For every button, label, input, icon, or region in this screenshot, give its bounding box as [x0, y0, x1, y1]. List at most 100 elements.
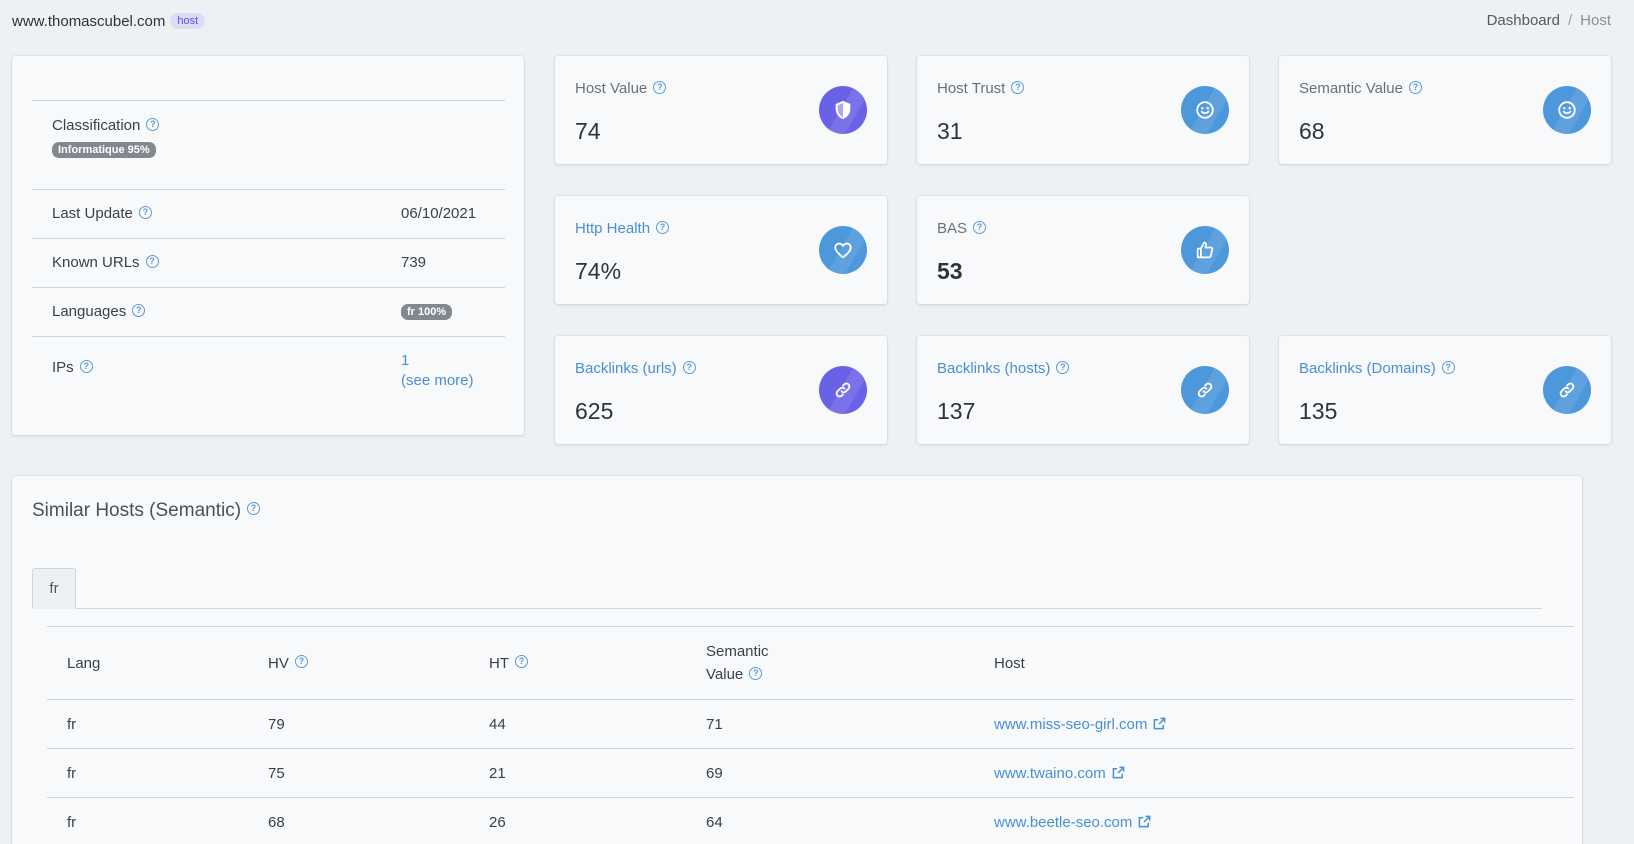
- table-row: fr 79 44 71 www.miss-seo-girl.com: [47, 699, 1574, 749]
- info-row-known-urls: Known URLs? 739: [32, 238, 505, 287]
- cell-hv: 79: [248, 699, 469, 749]
- cell-lang: fr: [47, 699, 248, 749]
- known-urls-label: Known URLs?: [52, 254, 159, 271]
- cell-host: www.twaino.com: [974, 748, 1574, 798]
- page-header: www.thomascubel.com host: [12, 11, 206, 31]
- column-ht: HT?: [469, 626, 686, 700]
- breadcrumb-separator: /: [1567, 12, 1573, 29]
- ips-value: 1 (see more): [401, 351, 474, 391]
- help-icon[interactable]: ?: [973, 220, 987, 234]
- shield-icon: [819, 86, 867, 134]
- host-info-table: Classification? Informatique 95% Last Up…: [32, 100, 505, 396]
- link-icon: [819, 366, 867, 414]
- external-link-icon[interactable]: [1138, 815, 1151, 828]
- host-link[interactable]: www.miss-seo-girl.com: [994, 715, 1148, 733]
- info-row-classification: Classification? Informatique 95%: [32, 100, 505, 189]
- help-icon[interactable]: ?: [79, 359, 93, 373]
- metric-host-value: Host Value? 74: [555, 56, 887, 164]
- metric-label: Host Value?: [575, 80, 667, 97]
- metric-value: 74: [575, 118, 601, 144]
- known-urls-value: 739: [401, 254, 427, 271]
- similar-hosts-card: Similar Hosts (Semantic)? fr Lang HV? HT…: [12, 476, 1582, 844]
- help-icon[interactable]: ?: [1441, 360, 1455, 374]
- help-icon[interactable]: ?: [749, 666, 763, 680]
- help-icon[interactable]: ?: [247, 502, 261, 516]
- metric-label: Host Trust?: [937, 80, 1025, 97]
- metric-host-trust: Host Trust? 31: [917, 56, 1249, 164]
- language-tabs: fr: [32, 568, 1542, 609]
- metric-bas: BAS? 53: [917, 196, 1249, 304]
- help-icon[interactable]: ?: [294, 655, 308, 669]
- metric-label: BAS?: [937, 220, 987, 237]
- table-row: fr 75 21 69 www.twaino.com: [47, 748, 1574, 798]
- help-icon[interactable]: ?: [653, 80, 667, 94]
- metric-label[interactable]: Http Health?: [575, 220, 670, 237]
- column-lang: Lang: [47, 626, 248, 700]
- help-icon[interactable]: ?: [146, 117, 160, 131]
- last-update-value: 06/10/2021: [401, 205, 477, 222]
- similar-hosts-title: Similar Hosts (Semantic)?: [32, 500, 261, 522]
- help-icon[interactable]: ?: [1408, 80, 1422, 94]
- metric-label[interactable]: Backlinks (Domains)?: [1299, 360, 1455, 377]
- metric-label[interactable]: Backlinks (hosts)?: [937, 360, 1070, 377]
- languages-value: fr 100%: [401, 303, 453, 321]
- host-link[interactable]: www.beetle-seo.com: [994, 813, 1133, 831]
- ips-label: IPs?: [52, 359, 93, 376]
- metric-value: 53: [937, 258, 963, 284]
- help-icon[interactable]: ?: [1056, 360, 1070, 374]
- cell-hv: 75: [248, 748, 469, 798]
- cell-ht: 21: [469, 748, 686, 798]
- metric-label: Semantic Value?: [1299, 80, 1422, 97]
- metric-value: 625: [575, 398, 614, 424]
- cell-semantic-value: 71: [686, 699, 974, 749]
- help-icon[interactable]: ?: [515, 655, 528, 669]
- host-link[interactable]: www.twaino.com: [994, 764, 1106, 782]
- cell-semantic-value: 69: [686, 748, 974, 798]
- help-icon[interactable]: ?: [1011, 80, 1025, 94]
- breadcrumb-dashboard[interactable]: Dashboard: [1486, 12, 1560, 29]
- cell-host: www.miss-seo-girl.com: [974, 699, 1574, 749]
- external-link-icon[interactable]: [1153, 717, 1166, 730]
- cell-semantic-value: 64: [686, 797, 974, 844]
- metric-backlinks-domains: Backlinks (Domains)? 135: [1279, 336, 1611, 444]
- last-update-label: Last Update?: [52, 205, 152, 222]
- cell-lang: fr: [47, 748, 248, 798]
- languages-label: Languages?: [52, 303, 146, 320]
- tab-fr[interactable]: fr: [32, 568, 76, 609]
- metric-value: 135: [1299, 398, 1338, 424]
- external-link-icon[interactable]: [1112, 766, 1125, 779]
- ips-see-more-link[interactable]: (see more): [401, 372, 474, 389]
- info-row-last-update: Last Update? 06/10/2021: [32, 189, 505, 238]
- metric-value: 137: [937, 398, 976, 424]
- table-header-row: Lang HV? HT? Semantic Value? Host: [47, 626, 1574, 700]
- cell-hv: 68: [248, 797, 469, 844]
- smiley-icon: [1181, 86, 1229, 134]
- metric-label[interactable]: Backlinks (urls)?: [575, 360, 696, 377]
- similar-hosts-table: Lang HV? HT? Semantic Value? Host fr 79 4…: [47, 626, 1574, 844]
- language-badge: fr 100%: [401, 304, 453, 320]
- help-icon[interactable]: ?: [138, 205, 152, 219]
- cell-ht: 44: [469, 699, 686, 749]
- classification-badge: Informatique 95%: [52, 142, 156, 158]
- info-row-languages: Languages? fr 100%: [32, 287, 505, 336]
- metric-http-health: Http Health? 74%: [555, 196, 887, 304]
- help-icon[interactable]: ?: [682, 360, 696, 374]
- help-icon[interactable]: ?: [132, 303, 146, 317]
- help-icon[interactable]: ?: [145, 254, 159, 268]
- info-row-ips: IPs? 1 (see more): [32, 336, 505, 396]
- thumbs-up-icon: [1181, 226, 1229, 274]
- help-icon[interactable]: ?: [656, 220, 670, 234]
- smiley-icon: [1543, 86, 1591, 134]
- breadcrumb-current: Host: [1580, 12, 1611, 29]
- metric-backlinks-urls: Backlinks (urls)? 625: [555, 336, 887, 444]
- metric-backlinks-hosts: Backlinks (hosts)? 137: [917, 336, 1249, 444]
- cell-lang: fr: [47, 797, 248, 844]
- link-icon: [1543, 366, 1591, 414]
- classification-label: Classification?: [52, 117, 160, 134]
- ips-count-link[interactable]: 1: [401, 352, 410, 369]
- host-info-card: Classification? Informatique 95% Last Up…: [12, 56, 524, 435]
- metric-semantic-value: Semantic Value? 68: [1279, 56, 1611, 164]
- heart-icon: [819, 226, 867, 274]
- breadcrumb: Dashboard / Host: [1487, 12, 1611, 29]
- column-host: Host: [974, 626, 1574, 700]
